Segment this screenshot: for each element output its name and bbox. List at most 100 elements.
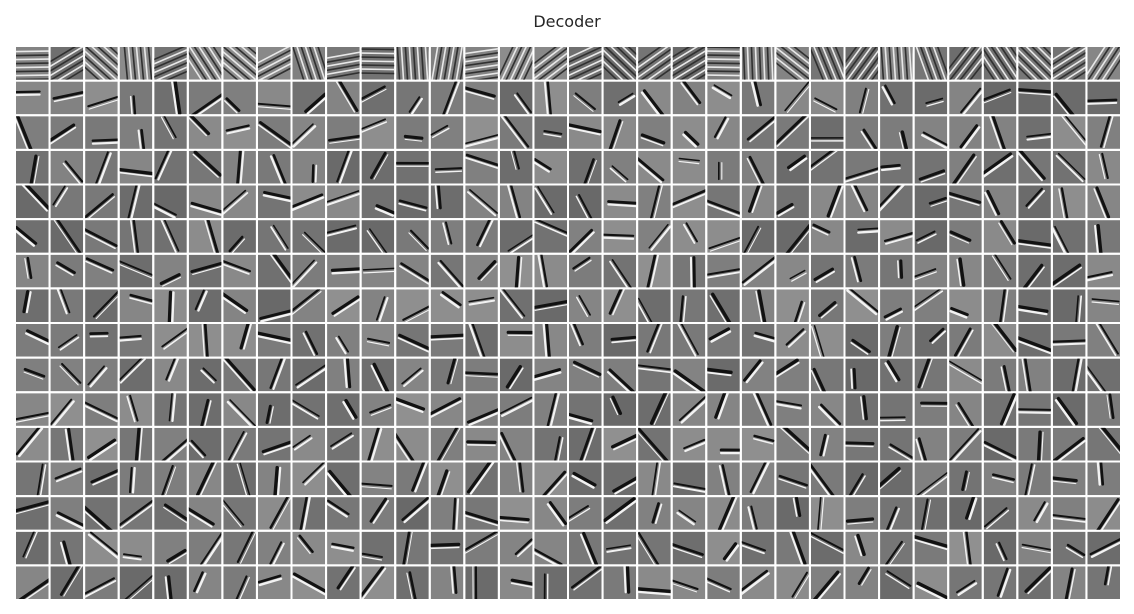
filter-tile [292,81,326,115]
filter-tile [1087,47,1120,80]
filter-tile [638,462,671,496]
filter-tile [223,116,256,149]
filter-tile [1087,358,1120,392]
filter-tile [223,47,256,80]
filter-tile [880,324,913,357]
filter-tile [949,393,982,426]
filter-tile [776,289,809,322]
filter-tile [396,358,429,392]
filter-tile [949,81,982,115]
filter-tile [396,531,429,565]
filter-tile [741,462,775,496]
filter-tile [741,427,775,461]
filter-tile [776,462,809,496]
filter-tile [672,358,706,392]
filter-tile [257,393,291,426]
filter-tile [50,358,84,392]
filter-tile [499,393,533,426]
filter-tile [361,150,395,184]
filter-tile [499,116,533,149]
filter-tile [569,47,602,80]
filter-tile [50,116,84,149]
filter-tile [499,427,533,461]
filter-tile [672,324,706,357]
filter-tile [914,427,948,461]
filter-tile [534,497,567,530]
filter-tile [569,358,602,392]
filter-tile [672,289,706,322]
filter-tile [257,427,291,461]
filter-tile [569,462,602,496]
filter-tile [845,427,879,461]
filter-tile [603,393,637,426]
filter-tile [534,289,567,322]
filter-tile [16,427,49,461]
filter-tile [638,324,671,357]
filter-tile [534,47,567,80]
filter-tile [845,289,879,322]
filter-tile [292,531,326,565]
filter-tile [361,254,395,288]
filter-tile [707,358,740,392]
filter-tile [1052,289,1086,322]
filter-tile [880,81,913,115]
filter-tile [603,497,637,530]
filter-tile [465,497,498,530]
filter-tile [845,358,879,392]
filter-tile [845,497,879,530]
filter-tile [741,566,775,599]
filter-tile [16,150,49,184]
filter-tile [1018,497,1051,530]
filter-tile [223,289,256,322]
filter-tile [569,427,602,461]
filter-tile [914,254,948,288]
filter-tile [569,185,602,219]
filter-tile [154,462,187,496]
filter-tile [741,81,775,115]
filter-tile [880,531,913,565]
filter-tile [638,81,671,115]
filter-tile [1087,289,1120,322]
filter-tile [603,289,637,322]
filter-tile [914,116,948,149]
filter-tile [50,220,84,253]
filter-tile [292,324,326,357]
filter-tile [292,393,326,426]
filter-tile [949,462,982,496]
filter-tile [50,289,84,322]
filter-tile [603,47,637,80]
filter-tile [223,324,256,357]
filter-tile [154,220,187,253]
filter-tile [119,116,153,149]
filter-tile [188,220,222,253]
filter-tile [119,497,153,530]
filter-tile [154,254,187,288]
filter-tile [672,185,706,219]
filter-tile [776,324,809,357]
filter-tile [707,289,740,322]
filter-tile [257,462,291,496]
filter-tile [880,150,913,184]
filter-tile [810,81,844,115]
filter-tile [776,427,809,461]
filter-tile [292,185,326,219]
filter-tile [361,185,395,219]
filter-tile [983,497,1017,530]
filter-tile [119,462,153,496]
filter-tile [188,254,222,288]
filter-tile [1087,462,1120,496]
filter-tile [707,462,740,496]
filter-tile [361,462,395,496]
filter-tile [603,220,637,253]
filter-tile [154,324,187,357]
filter-tile [396,220,429,253]
filter-tile [257,116,291,149]
filter-tile [257,254,291,288]
filter-tile [741,47,775,80]
filter-tile [430,81,464,115]
filter-tile [707,81,740,115]
filter-tile [292,427,326,461]
filter-tile [810,497,844,530]
filter-tile [949,47,982,80]
filter-tile [430,185,464,219]
